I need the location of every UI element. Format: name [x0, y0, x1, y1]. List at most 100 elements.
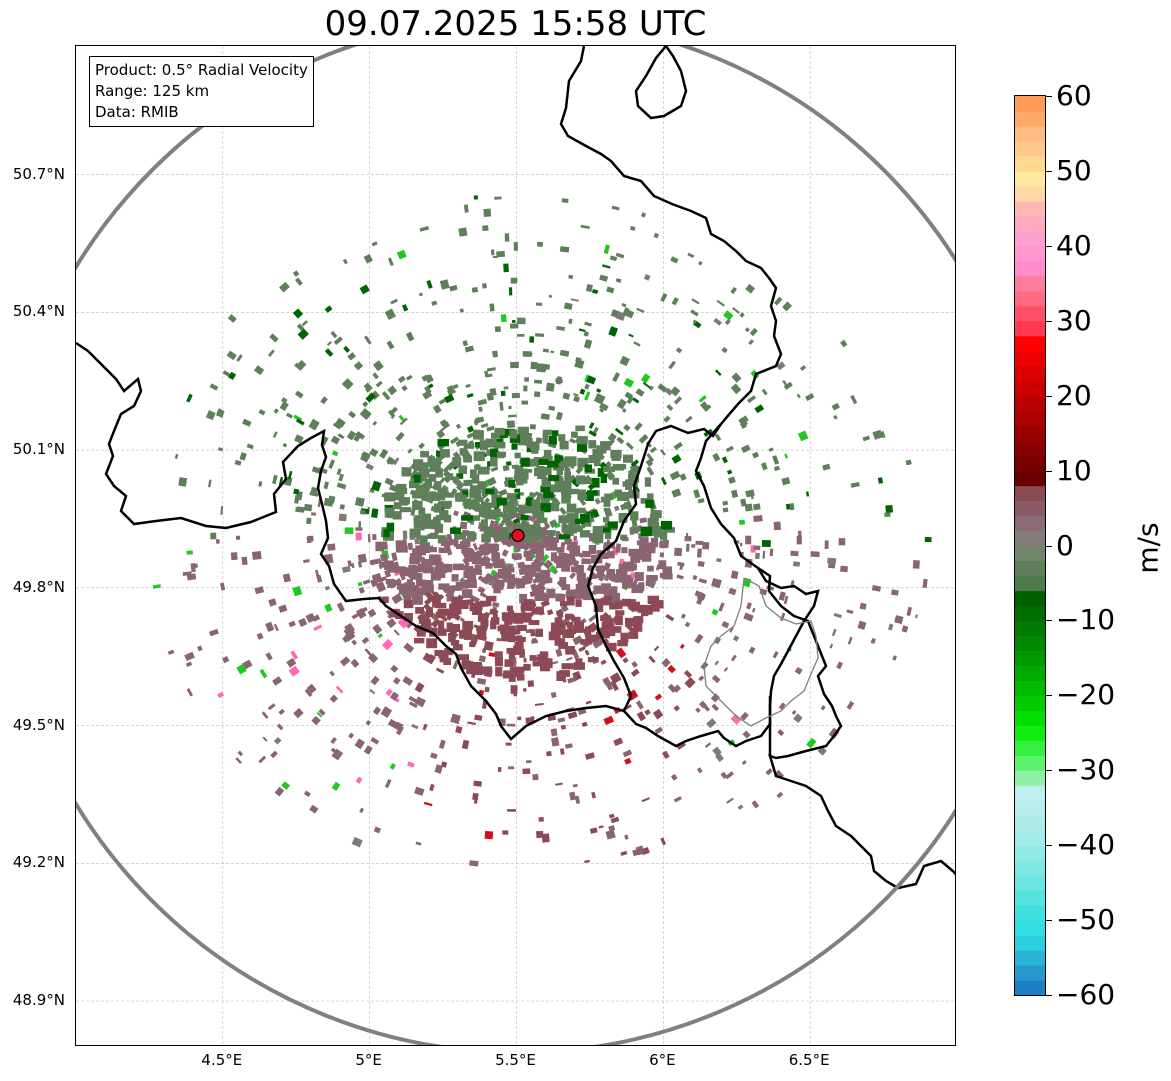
velocity-echo	[555, 376, 562, 385]
velocity-colorbar	[1014, 95, 1046, 996]
velocity-echo	[639, 517, 648, 524]
velocity-echo	[522, 351, 532, 357]
velocity-echo	[635, 845, 645, 856]
velocity-echo	[576, 436, 588, 445]
velocity-echo	[621, 598, 632, 607]
velocity-echo	[348, 410, 356, 419]
velocity-echo	[429, 462, 438, 472]
velocity-echo	[395, 545, 408, 553]
velocity-echo	[364, 648, 373, 657]
velocity-echo	[744, 421, 748, 426]
velocity-echo	[600, 659, 607, 666]
velocity-echo	[765, 768, 773, 776]
velocity-echo	[559, 246, 570, 253]
velocity-echo	[520, 469, 529, 480]
velocity-echo	[261, 711, 269, 719]
velocity-echo	[630, 459, 640, 468]
velocity-echo	[482, 225, 489, 232]
velocity-echo	[279, 401, 289, 412]
velocity-echo	[534, 522, 541, 532]
velocity-echo	[458, 227, 468, 237]
velocity-echo	[393, 502, 402, 510]
velocity-echo	[529, 655, 537, 661]
velocity-echo	[742, 730, 751, 739]
velocity-echo	[384, 492, 396, 502]
velocity-echo	[617, 640, 628, 647]
velocity-echo	[502, 830, 509, 835]
velocity-echo	[730, 654, 737, 662]
velocity-echo	[627, 599, 636, 607]
velocity-echo	[901, 625, 909, 633]
velocity-echo	[458, 439, 468, 446]
velocity-echo	[743, 612, 754, 622]
velocity-echo	[840, 339, 848, 348]
velocity-echo	[246, 443, 254, 450]
velocity-echo	[256, 632, 264, 640]
velocity-echo	[437, 535, 446, 544]
velocity-echo	[403, 593, 412, 603]
velocity-echo	[645, 580, 654, 586]
velocity-echo	[537, 473, 547, 479]
velocity-echo	[684, 621, 691, 628]
velocity-echo	[580, 639, 592, 645]
radar-site-marker[interactable]	[511, 528, 525, 543]
velocity-echo	[565, 613, 574, 620]
velocity-echo	[805, 491, 810, 497]
velocity-echo	[539, 665, 551, 672]
velocity-echo	[476, 629, 487, 640]
colorbar-segment	[1015, 755, 1045, 771]
velocity-echo	[496, 497, 507, 506]
velocity-echo	[369, 448, 379, 458]
velocity-echo	[498, 488, 508, 497]
velocity-echo	[529, 458, 536, 467]
velocity-echo	[449, 284, 458, 292]
velocity-echo	[555, 782, 563, 786]
velocity-echo	[431, 300, 438, 306]
velocity-echo	[448, 586, 455, 593]
velocity-echo	[631, 526, 639, 534]
velocity-echo	[549, 519, 559, 529]
velocity-echo	[877, 477, 884, 484]
velocity-echo	[282, 573, 292, 583]
velocity-echo	[503, 574, 512, 580]
velocity-echo	[922, 578, 928, 589]
velocity-echo	[829, 643, 834, 649]
velocity-echo	[540, 503, 551, 513]
velocity-echo	[859, 602, 867, 610]
velocity-echo	[793, 713, 803, 723]
velocity-echo	[459, 448, 467, 456]
radar-map-canvas[interactable]	[76, 46, 956, 1046]
colorbar-segment	[1015, 545, 1045, 562]
velocity-echo	[650, 603, 660, 612]
velocity-echo	[523, 599, 534, 605]
velocity-echo	[330, 435, 341, 445]
velocity-echo	[523, 550, 532, 558]
velocity-echo	[718, 602, 725, 612]
velocity-echo	[439, 449, 450, 458]
velocity-echo	[359, 284, 370, 295]
velocity-echo	[418, 468, 430, 478]
velocity-echo	[480, 548, 489, 556]
velocity-echo	[721, 620, 730, 629]
velocity-echo	[367, 608, 377, 618]
velocity-echo	[850, 482, 860, 488]
velocity-echo	[424, 374, 434, 384]
velocity-echo	[282, 443, 288, 448]
velocity-echo	[554, 455, 563, 464]
velocity-echo	[695, 540, 704, 545]
velocity-echo	[570, 298, 579, 302]
velocity-echo	[351, 612, 360, 620]
colorbar-segment	[1015, 650, 1045, 666]
velocity-echo	[439, 279, 450, 290]
velocity-echo	[684, 536, 692, 542]
radar-map[interactable]	[75, 45, 956, 1046]
velocity-echo	[292, 308, 304, 319]
velocity-echo	[773, 521, 781, 531]
velocity-echo	[295, 507, 305, 513]
velocity-echo	[508, 506, 518, 515]
velocity-echo	[615, 278, 622, 283]
velocity-echo	[466, 552, 478, 559]
velocity-echo	[413, 558, 421, 565]
velocity-echo	[504, 614, 517, 621]
velocity-echo	[210, 532, 217, 540]
